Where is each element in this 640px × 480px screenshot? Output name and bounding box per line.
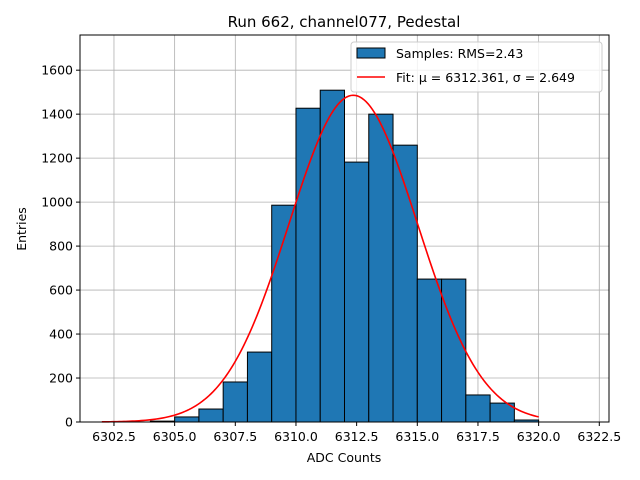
y-axis-ticks: 0 200 400 600 800 1000 1200 1400 1600 — [41, 63, 80, 430]
x-tick-label: 6310.0 — [274, 429, 318, 444]
plot-frame — [79, 34, 610, 423]
legend-box — [350, 41, 603, 93]
histogram-bar — [465, 394, 491, 423]
x-tick-label: 6305.0 — [153, 429, 197, 444]
x-tick-label: 6307.5 — [213, 429, 257, 444]
y-tick-label: 1000 — [41, 195, 73, 210]
histogram-bar — [198, 408, 224, 423]
y-tick-label: 600 — [49, 283, 73, 298]
histogram-bar — [222, 381, 248, 423]
x-tick-label: 6320.0 — [517, 429, 561, 444]
histogram-bar — [174, 416, 200, 423]
y-tick-label: 0 — [65, 415, 73, 430]
x-axis-ticks: 6302.5 6305.0 6307.5 6310.0 6312.5 6315.0 6317… — [92, 422, 621, 444]
histogram-bar — [295, 107, 321, 423]
chart-title: Run 662, channel077, Pedestal — [228, 13, 461, 31]
histogram-bar — [368, 113, 394, 423]
bars — [149, 89, 540, 423]
y-tick-label: 200 — [49, 371, 73, 386]
x-tick-label: 6302.5 — [92, 429, 136, 444]
x-tick-label: 6322.5 — [577, 429, 621, 444]
histogram-bar — [416, 278, 443, 423]
histogram-bar — [441, 278, 467, 423]
y-tick-label: 1400 — [41, 107, 73, 122]
legend: Samples: RMS=2.43 Fit: μ = 6312.361, σ =… — [350, 41, 603, 93]
histogram-bar — [319, 89, 346, 423]
legend-label-fit: Fit: μ = 6312.361, σ = 2.649 — [396, 70, 575, 85]
y-tick-label: 1600 — [41, 63, 73, 78]
x-tick-label: 6315.0 — [395, 429, 439, 444]
histogram-bar — [246, 351, 273, 423]
histogram-bar — [344, 161, 370, 423]
y-axis-label: Entries — [14, 207, 29, 251]
y-tick-label: 1200 — [41, 151, 73, 166]
fit-curve — [101, 94, 539, 423]
y-tick-label: 800 — [49, 239, 73, 254]
x-tick-label: 6317.5 — [456, 429, 500, 444]
legend-label-samples: Samples: RMS=2.43 — [396, 46, 523, 61]
x-tick-label: 6312.5 — [335, 429, 379, 444]
x-axis-label: ADC Counts — [307, 450, 382, 465]
histogram-bar — [392, 144, 418, 423]
legend-patch-samples — [356, 47, 386, 59]
y-tick-label: 400 — [49, 327, 73, 342]
